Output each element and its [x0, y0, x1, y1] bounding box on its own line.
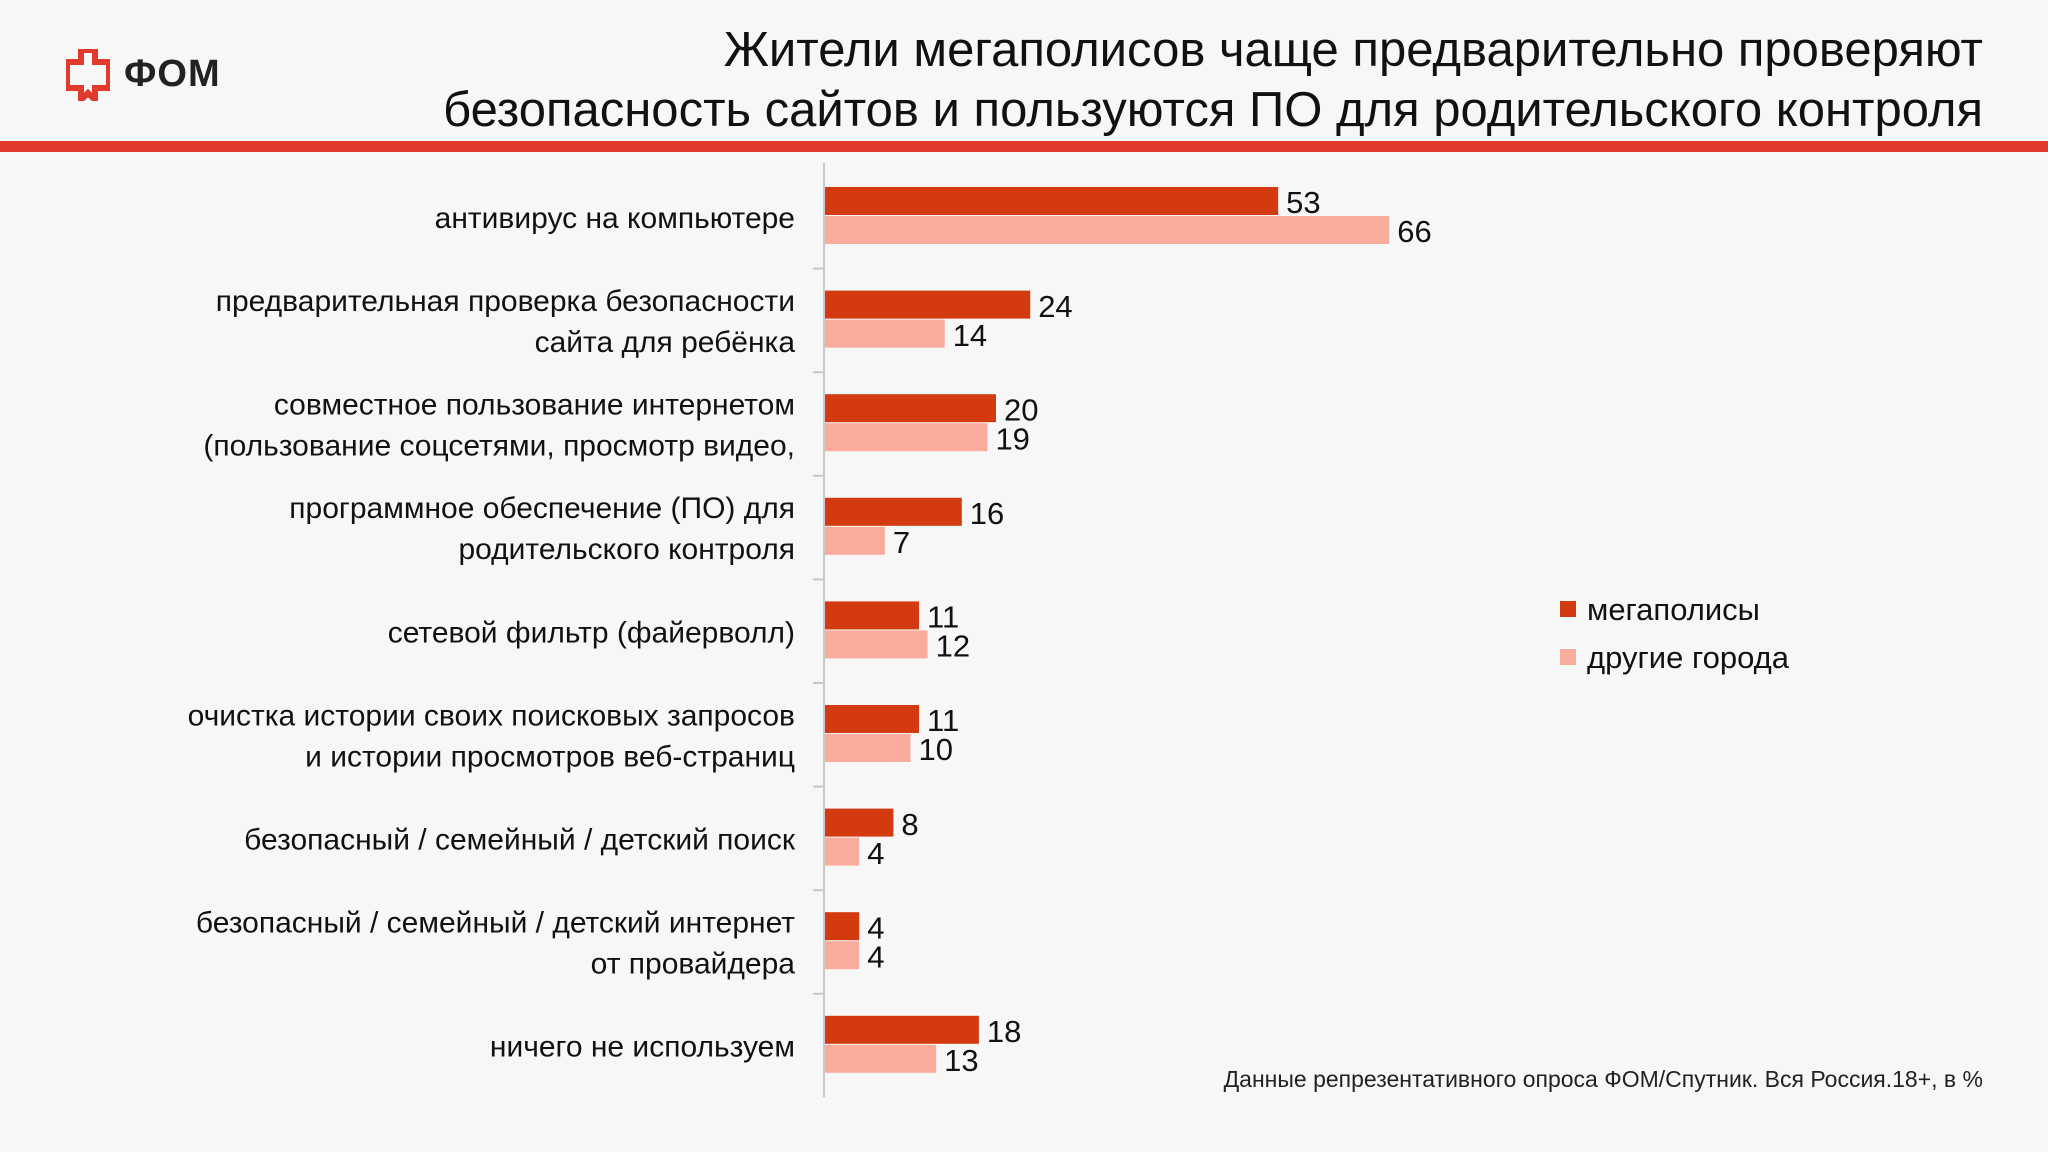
data-label: 11	[927, 600, 959, 635]
page-title: Жители мегаполисов чаще предварительно п…	[443, 20, 1983, 140]
bar	[825, 187, 1279, 215]
logo-text: ФОМ	[124, 53, 221, 95]
data-label: 10	[919, 732, 953, 767]
category-label: сайта для ребёнка	[535, 326, 796, 359]
category-label: (пользование соцсетями, просмотр видео,	[203, 430, 795, 463]
bar	[825, 216, 1390, 244]
data-label: 18	[987, 1014, 1021, 1049]
bar	[825, 941, 860, 970]
category-label: родительского контроля	[458, 533, 795, 566]
category-label: очистка истории своих поисковых запросов	[188, 699, 795, 732]
bar	[825, 837, 860, 866]
data-label: 8	[901, 807, 918, 842]
bar	[825, 601, 920, 630]
bar	[825, 1015, 979, 1044]
bar	[825, 808, 894, 837]
bar	[825, 423, 988, 452]
legend-swatch-megapolis	[1560, 601, 1576, 617]
title-line-1: Жители мегаполисов чаще предварительно п…	[723, 23, 1983, 77]
data-label: 7	[893, 525, 910, 560]
bar	[825, 497, 962, 526]
legend-label-megapolis: мегаполисы	[1587, 592, 1760, 627]
data-label: 12	[936, 629, 970, 664]
bar	[825, 526, 885, 555]
category-label: безопасный / семейный / детский поиск	[244, 824, 796, 857]
data-label: 4	[867, 939, 884, 974]
category-label: сетевой фильтр (файерволл)	[388, 616, 795, 649]
data-label: 11	[927, 703, 959, 738]
category-label: ничего не используем	[490, 1031, 795, 1064]
header-divider	[0, 141, 2048, 152]
data-label: 24	[1038, 289, 1072, 324]
data-label: 53	[1286, 185, 1320, 220]
category-label: безопасный / семейный / детский интернет	[196, 907, 795, 940]
data-label: 4	[867, 910, 884, 945]
legend-swatch-other-cities	[1560, 649, 1576, 665]
data-label: 14	[953, 318, 987, 353]
data-label: 19	[995, 421, 1029, 456]
data-label: 20	[1004, 392, 1038, 427]
bar	[825, 1044, 937, 1073]
category-label: от провайдера	[591, 948, 796, 981]
data-label: 4	[867, 836, 884, 871]
data-label: 66	[1397, 214, 1431, 249]
category-label: и истории просмотров веб-страниц	[305, 740, 795, 773]
bar	[825, 734, 911, 762]
bar	[825, 705, 920, 733]
category-label: программное обеспечение (ПО) для	[289, 492, 795, 525]
bar	[825, 394, 996, 423]
legend-label-other-cities: другие города	[1587, 640, 1789, 675]
data-label: 16	[970, 496, 1004, 531]
bar	[825, 630, 928, 659]
category-label: антивирус на компьютере	[435, 202, 795, 235]
category-label: совместное пользование интернетом	[274, 389, 795, 422]
data-label: 13	[944, 1043, 978, 1078]
category-label: предварительная проверка безопасности	[216, 285, 795, 318]
bar	[825, 290, 1031, 319]
bar	[825, 912, 860, 941]
source-footnote: Данные репрезентативного опроса ФОМ/Спут…	[1223, 1066, 1983, 1092]
bar	[825, 319, 945, 348]
fom-logo-icon	[66, 49, 110, 101]
title-line-2: безопасность сайтов и пользуются ПО для …	[443, 83, 1983, 137]
